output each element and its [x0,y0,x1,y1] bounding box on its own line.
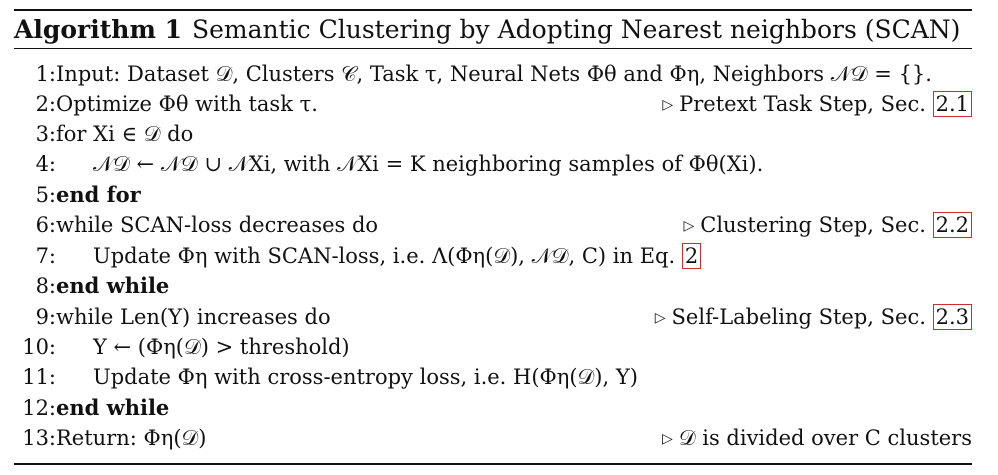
top-rule [14,9,972,11]
line-number: 4: [35,152,56,176]
line-number: 8: [35,274,56,298]
algorithm-line-9: 9: while Len(Y) increases do ▷ Self-Label… [14,302,972,332]
algorithm-line-1: 1: Input: Dataset 𝒟, Clusters 𝒞, Task τ,… [14,59,972,89]
line-text: while SCAN-loss decreases do [56,213,379,237]
line-number: 13: [22,426,56,450]
line-number: 9: [35,305,56,329]
line-text: end while [56,273,170,298]
algorithm-line-10: 10: Y ← (Φη(𝒟) > threshold) [14,332,972,362]
caption-rule [14,48,972,49]
line-number: 1: [35,62,56,86]
line-number: 6: [35,213,56,237]
bottom-rule [14,463,972,465]
line-text-group: Update Φη with SCAN-loss, i.e. Λ(Φη(𝒟), … [93,241,702,271]
line-number: 2: [35,92,56,116]
line-text: end for [56,182,141,207]
line-text: while Len(Y) increases do [56,305,331,329]
comment-triangle-icon: ▷ [662,431,673,447]
line-comment: ▷ Pretext Task Step, Sec. 2.1 [662,89,972,122]
line-text: Optimize Φθ with task τ. [56,92,318,116]
line-text: for Xi ∈ 𝒟 do [56,122,194,146]
algorithm-line-11: 11: Update Φη with cross-entropy loss, i… [14,362,972,392]
line-text: Update Φη with SCAN-loss, i.e. Λ(Φη(𝒟), … [93,244,676,268]
line-comment: ▷ 𝒟 is divided over C clusters [662,423,972,456]
line-text: 𝒩𝒟 ← 𝒩𝒟 ∪ 𝒩Xi, with 𝒩Xi = K neighboring … [93,152,764,176]
algorithm-line-7: 7: Update Φη with SCAN-loss, i.e. Λ(Φη(𝒟… [14,241,972,271]
algorithm-line-3: 3: for Xi ∈ 𝒟 do [14,119,972,149]
line-text: Return: Φη(𝒟) [56,426,207,450]
line-text: Input: Dataset 𝒟, Clusters 𝒞, Task τ, Ne… [56,62,932,86]
line-number: 7: [35,244,56,268]
line-text: Y ← (Φη(𝒟) > threshold) [93,335,350,359]
line-number: 3: [35,122,56,146]
algorithm-label: Algorithm 1 [14,15,182,44]
algorithm-line-4: 4: 𝒩𝒟 ← 𝒩𝒟 ∪ 𝒩Xi, with 𝒩Xi = K neighbori… [14,149,972,179]
line-number: 11: [22,365,56,389]
comment-text: Pretext Task Step, Sec. [679,92,926,116]
algorithm-line-2: 2: Optimize Φθ with task τ. ▷ Pretext Tas… [14,89,972,119]
algorithm-line-12: 12: end while [14,393,972,423]
comment-text: Clustering Step, Sec. [700,213,926,237]
comment-text: 𝒟 is divided over C clusters [678,426,972,450]
comment-triangle-icon: ▷ [654,310,666,326]
line-number: 12: [22,396,56,420]
algorithm-line-6: 6: while SCAN-loss decreases do ▷ Cluster… [14,210,972,240]
line-number: 10: [22,335,56,359]
line-text: Update Φη with cross-entropy loss, i.e. … [93,365,638,389]
section-ref-link[interactable]: 2.2 [932,212,972,238]
algorithm-line-13: 13: Return: Φη(𝒟) ▷ 𝒟 is divided over C c… [14,423,972,453]
line-text: end while [56,395,170,420]
comment-text: Self-Labeling Step, Sec. [671,305,926,329]
comment-triangle-icon: ▷ [662,97,674,113]
algorithm-line-8: 8: end while [14,271,972,301]
line-comment: ▷ Clustering Step, Sec. 2.2 [683,210,972,243]
comment-triangle-icon: ▷ [683,218,695,234]
algorithm-line-5: 5: end for [14,180,972,210]
section-ref-link[interactable]: 2.3 [932,304,972,330]
line-number: 5: [35,183,56,207]
algorithm-title: Semantic Clustering by Adopting Nearest … [192,15,961,44]
algorithm-caption: Algorithm 1 Semantic Clustering by Adopti… [14,13,972,47]
line-comment: ▷ Self-Labeling Step, Sec. 2.3 [655,302,972,335]
section-ref-link[interactable]: 2.1 [932,91,972,117]
equation-ref-link[interactable]: 2 [681,243,702,269]
